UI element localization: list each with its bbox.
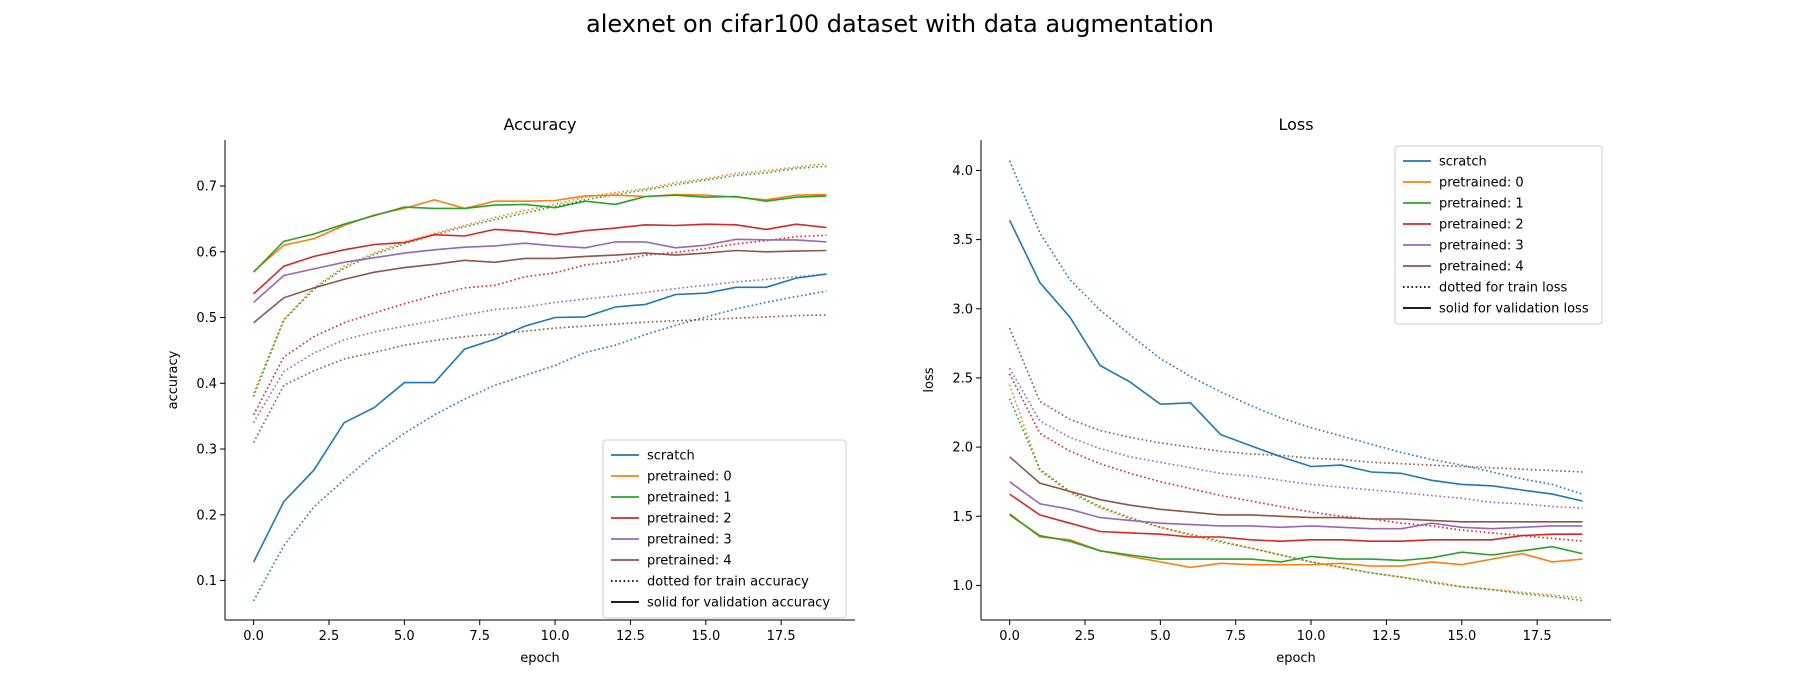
legend-label: scratch [1439, 155, 1487, 170]
y-tick-label: 0.3 [196, 443, 217, 458]
x-tick-label: 0.0 [243, 629, 264, 644]
x-tick-label: 15.0 [1447, 629, 1476, 644]
y-tick-label: 1.5 [952, 510, 973, 525]
y-tick-label: 2.0 [952, 441, 973, 456]
y-tick-label: 1.0 [952, 579, 973, 594]
series-line-train-0 [252, 290, 827, 602]
y-axis-label: loss [922, 367, 937, 392]
figure-suptitle: alexnet on cifar100 dataset with data au… [586, 10, 1214, 38]
accuracy-chart: Accuracy 0.0 2.5 5.0 7.5 10.0 12.5 15.0 17.5 0.1 0… [166, 115, 855, 666]
legend: scratch pretrained: 0 pretrained: 1 pretrai… [602, 439, 847, 619]
y-tick-label: 0.4 [196, 377, 217, 392]
y-tick-label: 0.6 [196, 245, 217, 260]
x-tick-label: 7.5 [1225, 629, 1246, 644]
x-tick-label: 17.5 [767, 629, 796, 644]
series-line-train-0 [1008, 160, 1583, 495]
x-tick-label: 2.5 [1075, 629, 1096, 644]
series-line-train-5 [1008, 327, 1583, 473]
legend-label: dotted for train accuracy [647, 575, 809, 590]
legend-label: pretrained: 3 [1439, 239, 1524, 254]
legend-label: pretrained: 2 [1439, 218, 1524, 233]
legend: scratch pretrained: 0 pretrained: 1 pretrai… [1394, 145, 1603, 325]
legend-frame [602, 439, 847, 619]
x-tick-label: 5.0 [1150, 629, 1171, 644]
y-tick-label: 3.5 [952, 233, 973, 248]
series-line-validation-0 [252, 273, 827, 563]
series-line-validation-0 [1008, 219, 1583, 502]
legend-label: pretrained: 4 [647, 554, 732, 569]
series-line-validation-4 [1009, 481, 1583, 530]
legend-label: pretrained: 0 [1439, 176, 1524, 191]
legend-label: solid for validation loss [1439, 302, 1589, 317]
x-tick-label: 15.0 [691, 629, 720, 644]
series-line-train-2 [252, 165, 827, 397]
legend-frame [1394, 145, 1603, 325]
series-line-validation-3 [1009, 493, 1583, 543]
series-line-train-4 [252, 273, 827, 424]
y-tick-label: 0.7 [196, 180, 217, 195]
series-line-validation-5 [1009, 456, 1583, 523]
y-tick-label: 0.1 [196, 574, 217, 589]
legend-label: dotted for train loss [1439, 281, 1568, 296]
series-line-train-2 [1008, 398, 1583, 602]
x-tick-label: 12.5 [1372, 629, 1401, 644]
series-line-train-5 [252, 314, 827, 443]
legend-label: pretrained: 4 [1439, 260, 1524, 275]
legend-label: pretrained: 3 [647, 533, 732, 548]
chart-title: Loss [1278, 115, 1313, 134]
x-axis-label: epoch [1276, 651, 1316, 666]
legend-label: pretrained: 2 [647, 512, 732, 527]
series-line-validation-2 [253, 194, 827, 273]
series-line-train-1 [1008, 384, 1583, 599]
legend-label: pretrained: 0 [647, 470, 732, 485]
x-tick-label: 0.0 [999, 629, 1020, 644]
chart-title: Accuracy [503, 115, 576, 134]
legend-label: solid for validation accuracy [647, 596, 830, 611]
y-tick-label: 0.2 [196, 508, 217, 523]
series-line-validation-4 [253, 238, 827, 303]
y-tick-label: 2.5 [952, 371, 973, 386]
y-tick-label: 3.0 [952, 302, 973, 317]
y-tick-label: 0.5 [196, 311, 217, 326]
series-line-validation-5 [253, 249, 827, 324]
x-tick-label: 10.0 [1297, 629, 1326, 644]
legend-label: scratch [647, 449, 695, 464]
legend-label: pretrained: 1 [647, 491, 732, 506]
x-tick-label: 10.0 [541, 629, 570, 644]
x-axis-label: epoch [520, 651, 560, 666]
series-line-validation-2 [1009, 514, 1583, 563]
series-line-validation-3 [253, 223, 827, 295]
y-tick-label: 4.0 [952, 164, 973, 179]
x-tick-label: 2.5 [319, 629, 340, 644]
loss-chart: Loss 0.0 2.5 5.0 7.5 10.0 12.5 15.0 17.5 1.0 1.5 2.… [922, 115, 1611, 666]
x-tick-label: 5.0 [394, 629, 415, 644]
series-line-train-3 [1008, 373, 1583, 542]
series-line-train-3 [252, 234, 827, 416]
x-tick-label: 17.5 [1523, 629, 1552, 644]
y-axis-label: accuracy [166, 350, 181, 409]
x-tick-label: 12.5 [616, 629, 645, 644]
legend-label: pretrained: 1 [1439, 197, 1524, 212]
series-line-train-4 [1008, 367, 1583, 509]
x-tick-label: 7.5 [469, 629, 490, 644]
series-line-train-1 [252, 162, 827, 394]
